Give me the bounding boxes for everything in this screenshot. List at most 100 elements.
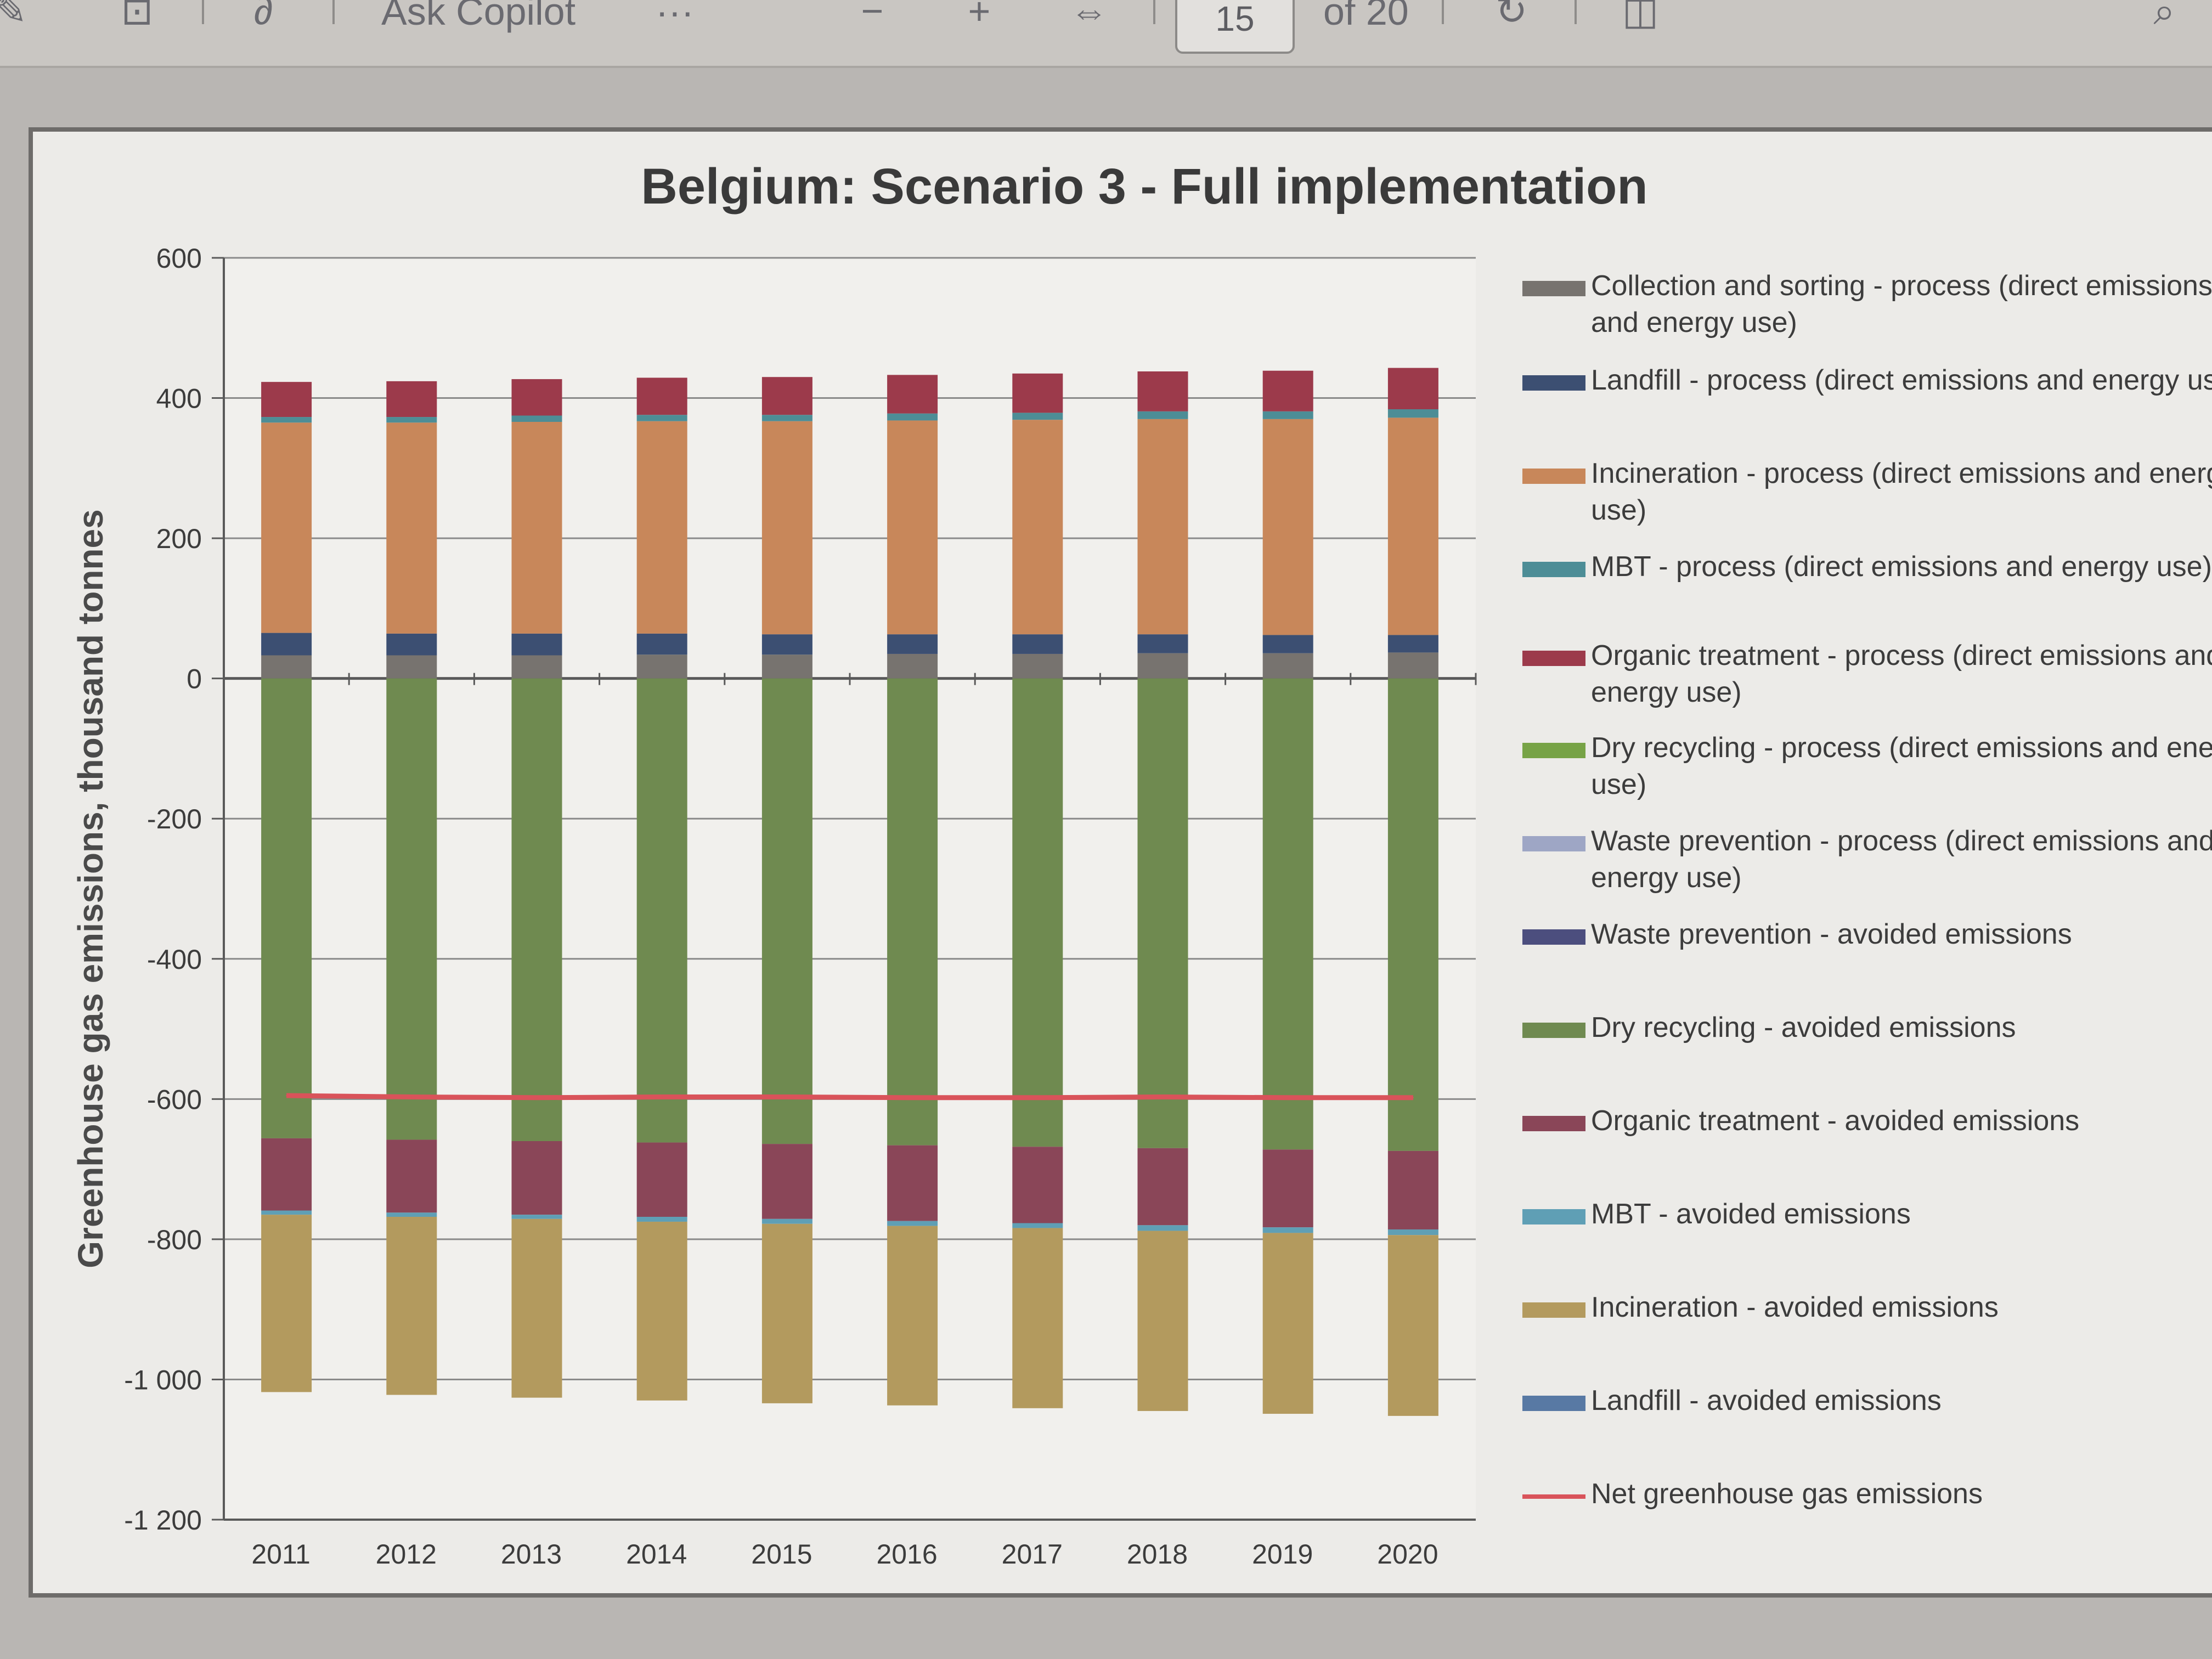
- ask-copilot-button[interactable]: Ask Copilot: [381, 0, 576, 33]
- bar-segment-organic_avoided: [1012, 1147, 1063, 1223]
- bar-segment-mbt_process: [1137, 411, 1188, 419]
- y-tick-label: -800: [147, 1224, 202, 1255]
- bar-segment-incineration_process: [1262, 419, 1313, 635]
- bar-segment-mbt_process: [761, 415, 812, 421]
- bar-segment-organic_process: [386, 381, 437, 417]
- legend-swatch: [1522, 929, 1585, 945]
- bar-segment-incineration_avoided: [386, 1217, 437, 1395]
- bar-segment-collection: [761, 654, 812, 679]
- y-tick-label: -1 000: [124, 1364, 202, 1395]
- bar-segment-dry_recycling_avoided: [636, 678, 687, 1143]
- x-tick-label: 2014: [626, 1539, 687, 1570]
- x-tick-label: 2012: [376, 1539, 437, 1570]
- legend-label: Organic treatment - avoided emissions: [1591, 1105, 2080, 1137]
- legend-swatch: [1522, 1494, 1585, 1499]
- x-tick-label: 2011: [251, 1539, 311, 1570]
- bar-segment-organic_process: [887, 375, 938, 414]
- legend-label: Organic treatment - process (direct emis…: [1591, 640, 2212, 708]
- bar-segment-mbt_process: [636, 415, 687, 421]
- legend-label: Landfill - process (direct emissions and…: [1591, 364, 2212, 396]
- net-emissions-point: [286, 1094, 287, 1096]
- bar-segment-landfill_process: [887, 634, 938, 654]
- viewer-toolbar: ✎ ⊡ ∂ Ask Copilot ··· − + ⇔ 15 of 20 ↻ ◫…: [0, 0, 2212, 68]
- bar-segment-dry_recycling_avoided: [887, 678, 938, 1146]
- bar-segment-organic_avoided: [1137, 1148, 1188, 1226]
- legend-swatch: [1522, 469, 1585, 484]
- bar-segment-incineration_avoided: [1387, 1235, 1438, 1416]
- bar-segment-mbt_avoided: [761, 1218, 812, 1224]
- bar-segment-organic_process: [511, 379, 562, 416]
- bar-segment-collection: [1387, 652, 1438, 679]
- bar-segment-collection: [887, 653, 938, 679]
- bar-segment-organic_avoided: [636, 1142, 687, 1217]
- fit-width-icon[interactable]: ⇔: [1070, 0, 1108, 32]
- bar-segment-organic_avoided: [261, 1138, 312, 1211]
- bar-segment-incineration_process: [761, 421, 812, 635]
- bar-segment-landfill_process: [386, 633, 437, 656]
- legend-swatch: [1522, 1209, 1585, 1224]
- legend-swatch: [1522, 1116, 1585, 1131]
- net-emissions-line: [286, 1093, 1413, 1101]
- net-emissions-point: [411, 1096, 413, 1098]
- x-tick-label: 2019: [1252, 1539, 1313, 1570]
- toolbar-separator: [332, 0, 335, 24]
- more-options-button[interactable]: ···: [656, 0, 694, 33]
- bar-segment-mbt_process: [887, 413, 938, 421]
- net-emissions-point: [536, 1097, 538, 1098]
- bar-segment-organic_process: [1262, 370, 1313, 411]
- bar-segment-incineration_process: [1012, 420, 1063, 635]
- bar-segment-collection: [1262, 653, 1313, 679]
- bar-segment-dry_recycling_avoided: [386, 678, 437, 1140]
- bar-segment-organic_process: [761, 377, 812, 415]
- net-emissions-point: [1412, 1097, 1414, 1098]
- bar-segment-incineration_avoided: [636, 1221, 687, 1401]
- y-tick-label: -400: [147, 944, 202, 975]
- page-number-input[interactable]: 15: [1175, 0, 1295, 54]
- legend-label: Incineration - avoided emissions: [1591, 1291, 1999, 1323]
- bar-segment-landfill_process: [636, 633, 687, 655]
- bar-segment-landfill_process: [1262, 635, 1313, 653]
- bar-segment-mbt_avoided: [386, 1212, 437, 1217]
- bar-segment-incineration_process: [1387, 417, 1438, 635]
- legend-label: MBT - avoided emissions: [1591, 1198, 1911, 1230]
- bar-segment-organic_process: [1012, 373, 1063, 413]
- bar-segment-incineration_avoided: [511, 1218, 562, 1398]
- legend-swatch: [1522, 1302, 1585, 1318]
- chart-plot: 600 400 200 0 -200 -400 -600 -800 -1 000 -1 200 20…: [124, 243, 1477, 1570]
- bar-segment-organic_avoided: [1387, 1150, 1438, 1229]
- zoom-out-icon[interactable]: −: [861, 0, 884, 32]
- y-tick-label: -1 200: [124, 1505, 202, 1536]
- zoom-in-icon[interactable]: +: [968, 0, 991, 32]
- y-tick-label: 600: [156, 243, 202, 274]
- legend-swatch: [1522, 651, 1585, 666]
- bar-segment-collection: [261, 655, 312, 679]
- search-icon[interactable]: ⌕: [2153, 0, 2175, 32]
- bar-segment-incineration_process: [636, 421, 687, 634]
- chart-legend: Collection and sorting - process (direct…: [1522, 0, 2212, 1659]
- bar-segment-incineration_avoided: [887, 1226, 938, 1406]
- bar-segment-dry_recycling_avoided: [761, 678, 812, 1144]
- bar-segment-mbt_process: [261, 417, 312, 423]
- legend-label: MBT - process (direct emissions and ener…: [1591, 551, 2212, 583]
- page-view-icon[interactable]: ◫: [1622, 0, 1659, 32]
- draw-icon[interactable]: ✎: [0, 0, 27, 32]
- toolbar-separator: [1153, 0, 1155, 24]
- legend-label: Collection and sorting - process (direct…: [1591, 270, 2212, 338]
- legend-swatch: [1522, 281, 1585, 296]
- y-tick-label: 0: [187, 664, 202, 695]
- bar-segment-organic_process: [636, 377, 687, 415]
- x-tick-label: 2015: [751, 1539, 812, 1570]
- bar-segment-mbt_avoided: [1262, 1227, 1313, 1233]
- legend-swatch: [1522, 562, 1585, 577]
- text-box-icon[interactable]: ⊡: [121, 0, 154, 32]
- legend-swatch: [1522, 375, 1585, 391]
- bar-segment-collection: [386, 655, 437, 679]
- bar-segment-mbt_avoided: [1387, 1229, 1438, 1235]
- legend-swatch: [1522, 836, 1585, 851]
- rotate-icon[interactable]: ↻: [1495, 0, 1528, 32]
- bar-segment-mbt_process: [1262, 411, 1313, 419]
- legend-label: Dry recycling - avoided emissions: [1591, 1012, 2016, 1043]
- bar-segment-organic_avoided: [1262, 1149, 1313, 1228]
- net-emissions-point: [1287, 1097, 1289, 1098]
- read-aloud-icon[interactable]: ∂: [253, 0, 273, 32]
